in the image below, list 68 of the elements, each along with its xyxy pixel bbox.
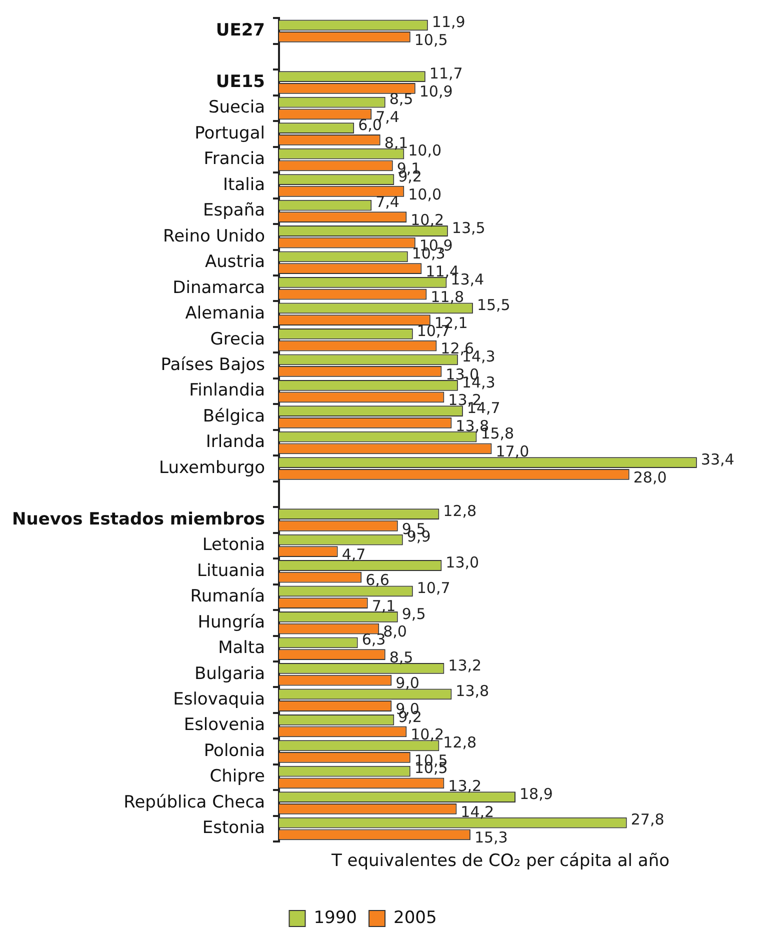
data-label: 10,0 [408,185,442,204]
data-label: 13,5 [452,218,486,237]
data-label: 11,7 [429,64,463,82]
data-label: 10,7 [416,579,450,598]
y-tick-label: Francia [204,149,266,170]
y-tick-label: Países Bajos [160,354,266,375]
data-label: 13,2 [448,777,482,796]
data-label: 11,8 [430,288,464,306]
y-tick-label: Bulgaria [194,664,266,684]
y-tick-label: Polonia [204,740,266,761]
y-tick-label: UE15 [216,72,266,92]
data-label: 10,9 [419,82,453,100]
data-label: 4,7 [342,546,366,564]
data-label: 9,5 [402,604,426,623]
data-label: 12,8 [443,734,477,752]
y-tick-label: Nuevos Estados miembros [12,509,266,530]
data-label: 18,9 [519,784,553,803]
data-label: 8,5 [389,648,414,666]
y-tick-label: Letonia [202,535,266,556]
y-tick-label: Rumanía [190,586,266,607]
data-label: 6,6 [366,571,390,590]
data-label: 10,2 [410,210,444,229]
y-tick-label: Irlanda [206,432,266,452]
y-tick-label: Italia [223,174,266,195]
data-label: 10,5 [414,30,448,49]
data-label: 10,2 [410,726,444,744]
y-tick-label: República Checa [124,792,266,812]
data-label: 10,0 [408,142,442,160]
data-label: 12,8 [443,502,477,520]
y-tick-label: Dinamarca [172,278,266,298]
data-label: 11,9 [432,13,466,32]
y-tick-label: UE27 [216,20,266,40]
y-tick-label: Finlandia [189,380,266,401]
data-label: 13,8 [456,682,490,700]
y-tick-label: Estonia [202,818,266,838]
data-label: 27,8 [630,810,664,829]
data-label: 14,2 [460,802,494,821]
x-axis-title: T equivalentes de CO₂ per cápita al año [330,851,670,872]
data-label: 8,0 [383,622,407,641]
data-label: 8,5 [389,90,414,108]
data-label: 7,4 [376,193,400,212]
y-tick-label: Grecia [210,329,266,350]
data-label: 15,3 [474,828,508,847]
y-tick-label: Portugal [194,123,266,144]
data-label: 13,2 [448,656,482,674]
y-tick-label: Eslovaquia [173,690,266,710]
legend-label: 1990 [314,908,357,928]
y-tick-label: Malta [218,638,266,658]
y-tick-label: Lituania [197,560,266,581]
y-tick-label: Chipre [210,766,266,787]
y-tick-label: Bélgica [202,406,266,426]
y-tick-label: Austria [204,252,266,272]
data-label: 8,1 [384,134,408,152]
data-label: 33,4 [700,450,734,468]
legend-label: 2005 [394,908,437,928]
data-label: 9,0 [396,674,420,692]
y-tick-label: Alemania [185,304,266,324]
data-label: 15,5 [476,296,510,314]
y-tick-label: Eslovenia [184,715,266,736]
data-label: 13,0 [446,553,480,572]
y-tick-label: España [203,200,266,221]
y-tick-label: Suecia [208,98,266,118]
y-tick-label: Hungría [198,612,266,632]
y-tick-label: Luxemburgo [159,458,266,478]
data-label: 17,0 [496,442,530,461]
y-tick-label: Reino Unido [163,226,266,246]
data-label: 7,1 [372,596,396,615]
data-label: 28,0 [633,468,667,486]
